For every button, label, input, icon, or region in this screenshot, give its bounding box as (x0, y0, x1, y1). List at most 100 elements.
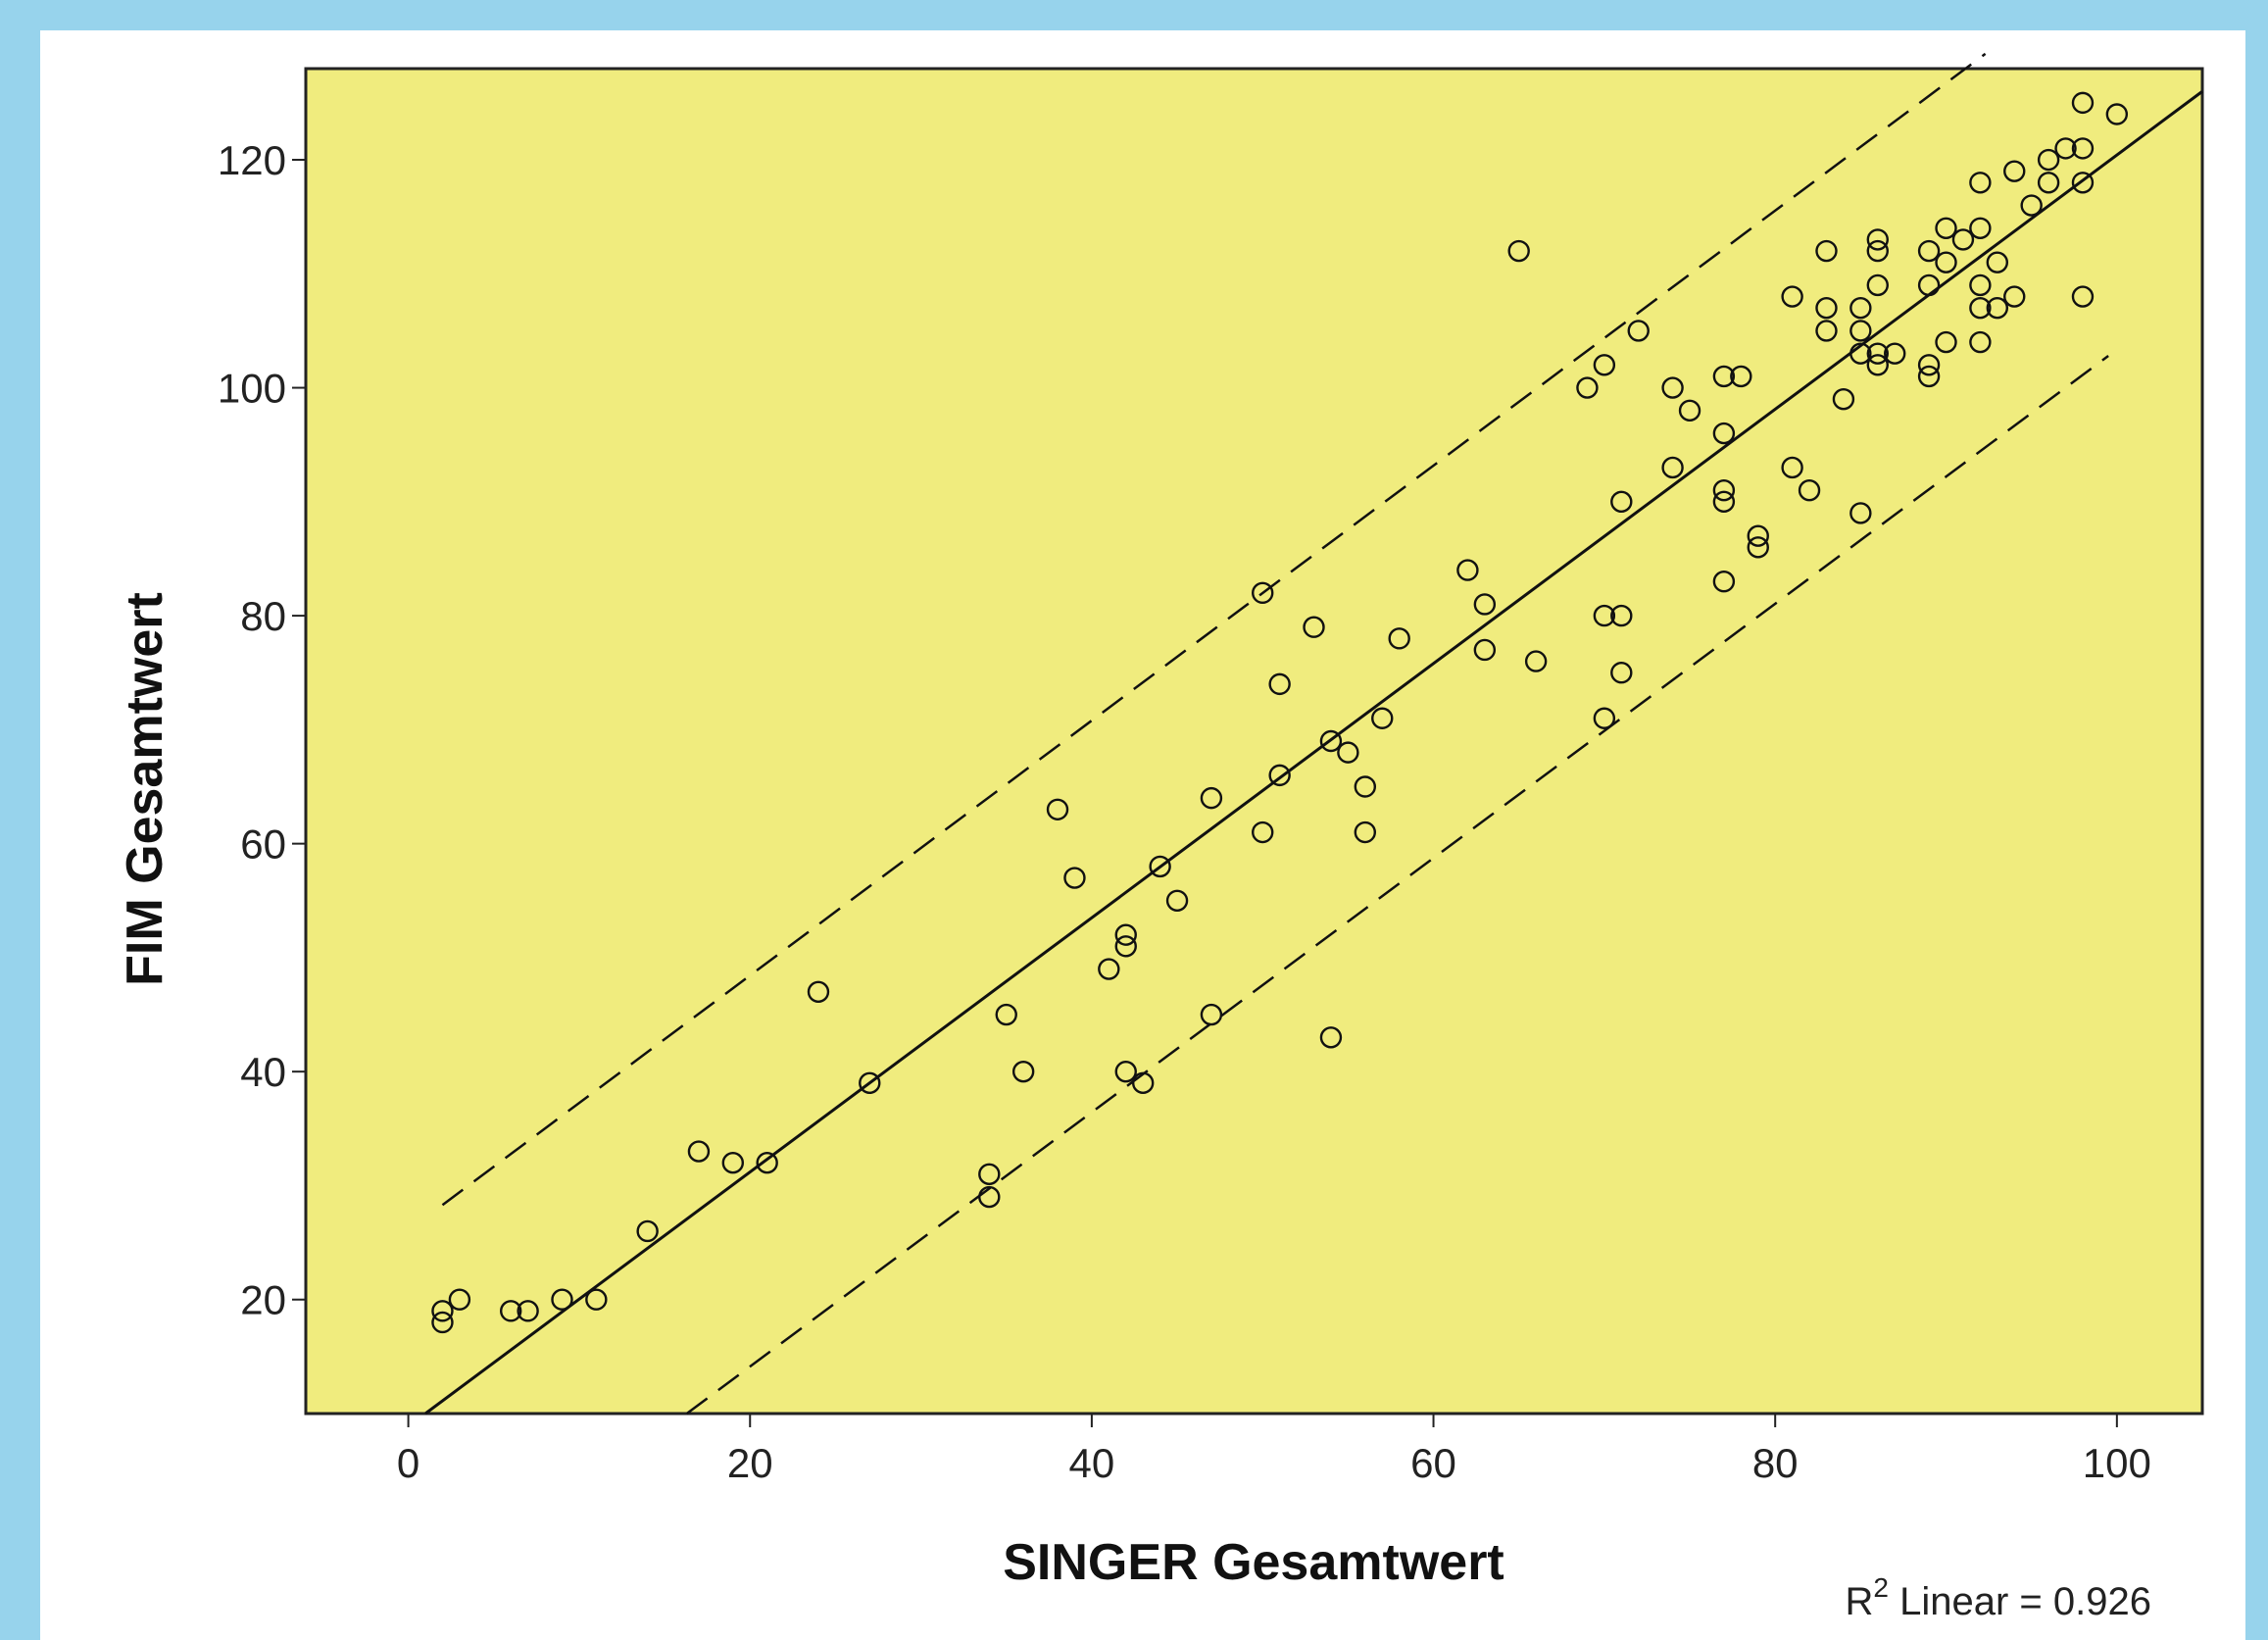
data-point-84 (1917, 239, 1941, 263)
data-point-49 (1610, 662, 1633, 684)
data-point-53 (1661, 456, 1684, 479)
data-point-42 (1473, 593, 1497, 616)
data-point-2 (448, 1288, 471, 1311)
data-point-93 (1969, 172, 1992, 194)
data-point-19 (1098, 958, 1120, 980)
data-point-30 (1268, 764, 1291, 787)
data-point-24 (1149, 855, 1171, 878)
data-point-11 (807, 980, 830, 1003)
data-point-100 (2037, 148, 2060, 172)
data-point-4 (517, 1300, 539, 1322)
data-point-102 (2071, 285, 2095, 308)
upper-prediction-band (441, 52, 1987, 1207)
data-point-48 (1593, 354, 1616, 376)
data-point-98 (2020, 194, 2043, 217)
data-point-97 (2003, 160, 2026, 182)
plot-area (304, 67, 2204, 1416)
data-point-43 (1507, 239, 1530, 263)
data-point-22 (1114, 923, 1137, 946)
data-point-68 (1815, 296, 1838, 320)
x-tick-label-0: 0 (397, 1440, 419, 1486)
data-point-33 (1319, 1026, 1343, 1049)
data-point-92 (1969, 217, 1992, 239)
data-point-75 (1866, 354, 1889, 376)
data-point-25 (1165, 889, 1189, 912)
data-point-106 (2105, 103, 2129, 125)
data-point-50 (1610, 604, 1633, 627)
data-point-52 (1627, 320, 1650, 342)
data-point-99 (2037, 172, 2060, 194)
regression-line (424, 90, 2203, 1416)
data-point-87 (1935, 217, 1957, 239)
data-point-26 (1200, 1003, 1223, 1026)
data-point-40 (1456, 559, 1479, 581)
data-point-32 (1303, 616, 1325, 638)
data-point-74 (1849, 296, 1872, 320)
data-point-85 (1935, 330, 1957, 354)
data-point-12 (859, 1071, 881, 1095)
data-point-67 (1815, 320, 1838, 342)
data-point-10 (756, 1152, 778, 1174)
data-point-45 (1576, 376, 1599, 399)
data-point-39 (1388, 627, 1410, 650)
data-point-95 (1986, 251, 2009, 273)
data-point-82 (1917, 354, 1941, 376)
y-tick-label-60: 60 (240, 821, 286, 868)
data-point-18 (1063, 867, 1086, 889)
data-point-58 (1712, 479, 1736, 502)
data-point-96 (2003, 285, 2026, 308)
data-point-27 (1200, 786, 1223, 810)
data-point-72 (1849, 342, 1872, 365)
x-tick-label-20: 20 (727, 1440, 773, 1486)
data-point-89 (1969, 330, 1992, 354)
data-point-55 (1678, 399, 1701, 422)
data-points (431, 91, 2129, 1334)
data-point-64 (1781, 456, 1803, 479)
data-point-41 (1473, 638, 1497, 662)
x-axis-title: SINGER Gesamtwert (1003, 1534, 1504, 1591)
r-squared-annotation: R2 Linear = 0.926 (1846, 1572, 2151, 1623)
data-point-101 (2054, 137, 2077, 160)
data-point-59 (1712, 422, 1736, 445)
data-point-81 (1917, 365, 1941, 388)
data-point-62 (1747, 536, 1769, 559)
y-axis-title: FIM Gesamtwert (117, 592, 173, 986)
data-point-8 (687, 1140, 711, 1163)
x-tick-label-100: 100 (2083, 1440, 2151, 1486)
data-point-16 (1011, 1060, 1035, 1083)
data-point-54 (1661, 376, 1684, 399)
data-point-83 (1917, 273, 1941, 297)
data-point-104 (2071, 137, 2095, 160)
y-tick-label-20: 20 (240, 1277, 286, 1323)
data-point-46 (1593, 707, 1616, 729)
data-point-88 (1951, 228, 1975, 251)
data-point-36 (1354, 820, 1377, 844)
data-point-47 (1593, 604, 1616, 627)
data-point-60 (1712, 365, 1736, 388)
data-point-65 (1781, 285, 1803, 308)
data-point-7 (636, 1219, 659, 1243)
data-point-103 (2071, 172, 2095, 194)
x-tick-label-80: 80 (1752, 1440, 1799, 1486)
axes: 0 20 40 60 80 100 20 40 60 80 100 120 (218, 137, 2151, 1486)
data-point-71 (1849, 502, 1872, 524)
data-point-13 (978, 1185, 1001, 1209)
data-point-5 (551, 1288, 573, 1311)
data-point-77 (1866, 273, 1889, 297)
r2-text: Linear = 0.926 (1889, 1580, 2151, 1623)
data-point-70 (1832, 387, 1855, 411)
data-point-51 (1610, 490, 1633, 514)
data-point-44 (1524, 650, 1548, 672)
y-tick-label-80: 80 (240, 593, 286, 639)
data-point-14 (978, 1163, 1001, 1186)
data-point-91 (1969, 273, 1992, 297)
data-point-38 (1371, 707, 1394, 729)
data-point-90 (1969, 296, 1992, 320)
data-point-20 (1114, 1060, 1137, 1083)
y-tick-label-120: 120 (218, 137, 286, 183)
data-point-0 (431, 1311, 454, 1334)
y-tick-label-40: 40 (240, 1049, 286, 1095)
data-point-31 (1268, 672, 1291, 696)
r2-prefix: R (1846, 1580, 1874, 1623)
